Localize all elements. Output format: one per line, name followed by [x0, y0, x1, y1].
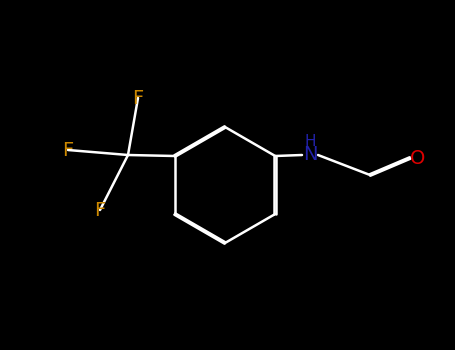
Text: F: F — [132, 89, 144, 107]
Text: F: F — [62, 140, 74, 160]
Text: N: N — [303, 146, 317, 164]
Text: F: F — [94, 201, 106, 219]
Text: H: H — [304, 133, 316, 148]
Text: O: O — [410, 148, 426, 168]
